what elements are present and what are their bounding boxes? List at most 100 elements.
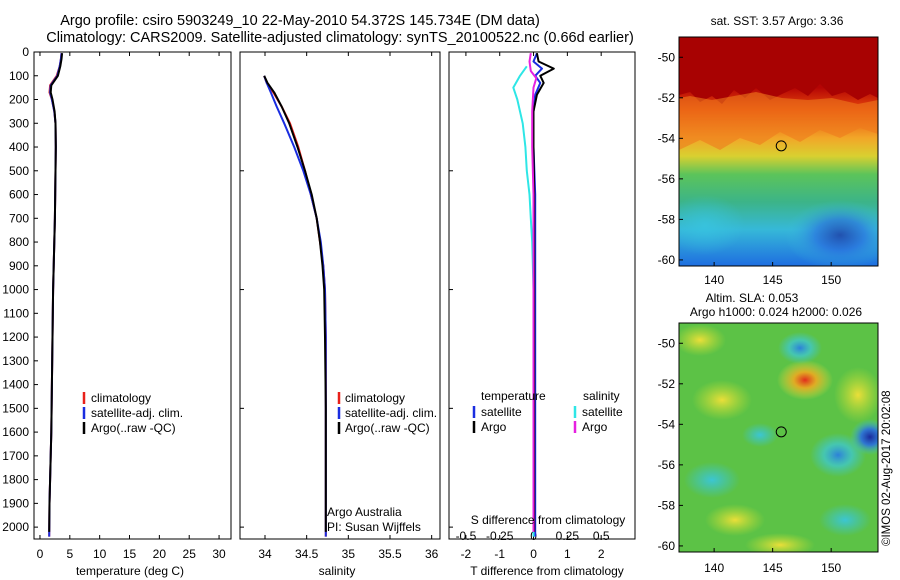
sla-map-xtick-label: 145 bbox=[763, 561, 783, 575]
sla-high-4 bbox=[705, 504, 765, 536]
sla-map-xtick-label: 140 bbox=[704, 561, 724, 575]
difference-axis-group: -2 -1 0 1 2-0.5 -0.25 0 0.25 0.5 bbox=[449, 51, 610, 561]
temperature-ytick-label: 2000 bbox=[2, 520, 29, 534]
difference-stick-label: -0.5 bbox=[456, 529, 477, 543]
salinity-xtick-label: 36 bbox=[425, 547, 439, 561]
sla-low-3 bbox=[850, 419, 878, 455]
difference-legend: temperature salinity satellite Argo sate… bbox=[472, 389, 623, 434]
sst-map-argo-marker bbox=[775, 140, 787, 152]
temperature-axes bbox=[33, 51, 232, 540]
salinity-annotation-line2: PI: Susan Wijffels bbox=[327, 520, 421, 534]
sst-map-ytick-label: -54 bbox=[658, 131, 676, 145]
sla-map-ytick-label: -58 bbox=[658, 498, 676, 512]
sla-low-5 bbox=[819, 504, 871, 536]
sla-low-4 bbox=[684, 462, 740, 498]
temperature-ytick-label: 300 bbox=[9, 116, 29, 130]
temperature-series-group bbox=[48, 53, 64, 537]
temperature-xtick-label: 30 bbox=[212, 547, 226, 561]
sla-map-field bbox=[679, 323, 878, 552]
temperature-ytick-label: 500 bbox=[9, 164, 29, 178]
salinity-legend: climatology satellite-adj. clim. Argo(..… bbox=[327, 391, 437, 534]
sst-map-ytick-label: -50 bbox=[658, 50, 676, 64]
temperature-ytick-label: 700 bbox=[9, 211, 29, 225]
temperature-ytick-label: 100 bbox=[9, 69, 29, 83]
sla-low-1 bbox=[778, 332, 822, 364]
sst-map-title: sat. SST: 3.57 Argo: 3.36 bbox=[711, 14, 844, 28]
sla-map-title-line1: Altim. SLA: 0.053 bbox=[706, 291, 799, 305]
sst-warm-front bbox=[679, 37, 878, 104]
difference-xtick-label: -2 bbox=[461, 547, 472, 561]
sla-map-ytick-label: -60 bbox=[658, 539, 676, 553]
difference-xlabel-top: S difference from climatology bbox=[471, 513, 626, 527]
difference-xtick-label: 2 bbox=[598, 547, 605, 561]
sla-high-3 bbox=[834, 367, 878, 423]
temperature-ytick-label: 200 bbox=[9, 93, 29, 107]
temperature-ytick-label: 800 bbox=[9, 235, 29, 249]
sst-cold-patch bbox=[785, 200, 878, 266]
sst-cool-patch bbox=[679, 195, 745, 255]
sla-map-title-line2: Argo h1000: 0.024 h2000: 0.026 bbox=[690, 305, 862, 319]
temperature-ytick-label: 1900 bbox=[2, 496, 29, 510]
sla-low-6 bbox=[742, 423, 778, 447]
sla-map-frame bbox=[678, 322, 879, 553]
sla-map-xtick-label: 150 bbox=[821, 561, 841, 575]
temperature-ytick-label: 1500 bbox=[2, 401, 29, 415]
temperature-ytick-label: 1400 bbox=[2, 378, 29, 392]
sla-high-1 bbox=[777, 360, 833, 400]
difference-xtick-label: 1 bbox=[564, 547, 571, 561]
legend-label-t-satellite: satellite bbox=[481, 405, 522, 419]
temperature-xtick-label: 25 bbox=[183, 547, 197, 561]
difference-stick-label: 0.5 bbox=[593, 529, 610, 543]
sst-map-ytick-label: -56 bbox=[658, 172, 676, 186]
difference-series-s-argo bbox=[528, 53, 538, 532]
imos-watermark: ©IMOS 02-Aug-2017 20:02:08 bbox=[881, 390, 893, 546]
sst-map-field bbox=[679, 37, 878, 266]
salinity-series-argo-raw-qc- bbox=[263, 75, 327, 532]
sst-map-frame bbox=[678, 36, 879, 267]
difference-axes bbox=[448, 51, 636, 540]
legend-label-climatology: climatology bbox=[91, 391, 151, 405]
difference-stick-label: -0.25 bbox=[486, 529, 514, 543]
figure-title-line1: Argo profile: csiro 5903249_10 22-May-20… bbox=[60, 13, 540, 29]
sst-map-xtick-label: 140 bbox=[704, 273, 724, 287]
difference-xtick-label: -1 bbox=[494, 547, 505, 561]
difference-series-t-argo bbox=[532, 52, 555, 532]
sla-map-argo-marker bbox=[775, 426, 787, 438]
salinity-annotation-line1: Argo Australia bbox=[327, 505, 402, 519]
temperature-ytick-label: 1600 bbox=[2, 425, 29, 439]
temperature-ytick-label: 1200 bbox=[2, 330, 29, 344]
legend-label-satellite: satellite-adj. clim. bbox=[345, 406, 437, 420]
salinity-series-climatology bbox=[263, 75, 327, 537]
temperature-axis-group: 0 5 10 15 20 25 300100200300400500600700800900… bbox=[2, 45, 226, 561]
sla-map-ytick-label: -50 bbox=[658, 336, 676, 350]
difference-stick-label: 0.25 bbox=[556, 529, 580, 543]
salinity-axes bbox=[239, 51, 441, 540]
salinity-xtick-label: 35.5 bbox=[378, 547, 402, 561]
temperature-legend: climatology satellite-adj. clim. Argo(..… bbox=[82, 391, 183, 435]
legend-label-t-argo: Argo bbox=[481, 420, 507, 434]
temperature-xtick-label: 15 bbox=[123, 547, 137, 561]
sst-map-ytick-label: -60 bbox=[658, 253, 676, 267]
legend-label-satellite: satellite-adj. clim. bbox=[91, 406, 183, 420]
temperature-xlabel: temperature (deg C) bbox=[76, 564, 184, 578]
salinity-axis-group: 34 34.5 35 35.5 36 bbox=[240, 51, 439, 561]
legend-label-argo: Argo(..raw -QC) bbox=[345, 421, 430, 435]
temperature-ytick-label: 1700 bbox=[2, 449, 29, 463]
sst-map-xtick-label: 150 bbox=[821, 273, 841, 287]
sst-map-axis-group: 140 145 150 -50 -52 -54 -56 -58 -60 bbox=[658, 50, 842, 287]
salinity-series-group bbox=[263, 75, 327, 537]
figure-title-line2: Climatology: CARS2009. Satellite-adjuste… bbox=[46, 30, 634, 46]
temperature-xtick-label: 10 bbox=[93, 547, 107, 561]
salinity-xlabel: salinity bbox=[319, 564, 356, 578]
temperature-series-argo-raw-qc- bbox=[48, 53, 64, 532]
salinity-xtick-label: 35 bbox=[342, 547, 356, 561]
salinity-series-satellite-adj-clim- bbox=[263, 75, 327, 537]
sla-high-6 bbox=[745, 533, 815, 552]
sst-orange-band bbox=[679, 92, 878, 150]
sst-map-xtick-label: 145 bbox=[763, 273, 783, 287]
sla-map-ytick-label: -52 bbox=[658, 377, 676, 391]
difference-series-s-satellite bbox=[512, 65, 535, 537]
sst-map-ytick-label: -58 bbox=[658, 212, 676, 226]
sla-map-ytick-label: -54 bbox=[658, 417, 676, 431]
